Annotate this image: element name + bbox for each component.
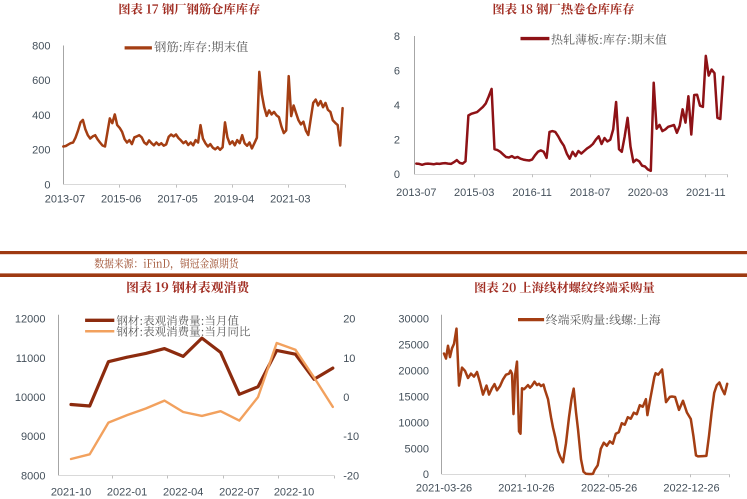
svg-text:9000: 9000 — [21, 431, 45, 443]
svg-text:2022-12-26: 2022-12-26 — [663, 483, 719, 495]
svg-text:2021-10: 2021-10 — [51, 486, 91, 498]
svg-text:2021-11: 2021-11 — [686, 187, 726, 199]
svg-text:2022-05-26: 2022-05-26 — [581, 483, 637, 495]
svg-text:30000: 30000 — [398, 314, 429, 326]
svg-text:2013-07: 2013-07 — [396, 187, 436, 199]
svg-text:6: 6 — [394, 66, 400, 78]
svg-text:600: 600 — [32, 75, 50, 87]
svg-text:10000: 10000 — [15, 392, 46, 404]
svg-text:2022-07: 2022-07 — [219, 486, 259, 498]
svg-text:15000: 15000 — [398, 391, 429, 403]
svg-text:5000: 5000 — [405, 443, 429, 455]
svg-text:4: 4 — [394, 100, 400, 112]
svg-text:0: 0 — [394, 169, 400, 181]
svg-text:2021-03: 2021-03 — [270, 194, 310, 206]
svg-text:400: 400 — [32, 110, 50, 122]
svg-text:-10: -10 — [343, 431, 359, 443]
svg-text:12000: 12000 — [15, 314, 46, 326]
svg-text:2013-07: 2013-07 — [45, 194, 85, 206]
svg-text:2018-07: 2018-07 — [570, 187, 610, 199]
svg-text:0: 0 — [423, 469, 429, 481]
svg-text:2016-11: 2016-11 — [512, 187, 552, 199]
svg-text:0: 0 — [343, 392, 349, 404]
svg-text:2021-10-26: 2021-10-26 — [498, 483, 554, 495]
svg-text:2: 2 — [394, 135, 400, 147]
svg-text:8000: 8000 — [21, 470, 45, 482]
svg-text:20: 20 — [343, 314, 355, 326]
svg-text:2021-03-26: 2021-03-26 — [416, 483, 472, 495]
svg-text:2015-06: 2015-06 — [101, 194, 141, 206]
svg-text:20000: 20000 — [398, 366, 429, 378]
svg-text:2022-01: 2022-01 — [107, 486, 147, 498]
svg-text:8: 8 — [394, 31, 400, 43]
svg-text:10000: 10000 — [398, 417, 429, 429]
svg-text:-20: -20 — [343, 470, 359, 482]
svg-text:2022-10: 2022-10 — [274, 486, 314, 498]
svg-text:2019-04: 2019-04 — [214, 194, 254, 206]
svg-text:10: 10 — [343, 353, 355, 365]
svg-text:200: 200 — [32, 145, 50, 157]
svg-text:800: 800 — [32, 40, 50, 52]
svg-text:2017-05: 2017-05 — [157, 194, 197, 206]
svg-text:25000: 25000 — [398, 340, 429, 352]
svg-text:2020-03: 2020-03 — [628, 187, 668, 199]
svg-text:2022-04: 2022-04 — [163, 486, 203, 498]
svg-text:0: 0 — [44, 180, 50, 192]
svg-text:2015-03: 2015-03 — [454, 187, 494, 199]
svg-text:11000: 11000 — [16, 353, 46, 365]
